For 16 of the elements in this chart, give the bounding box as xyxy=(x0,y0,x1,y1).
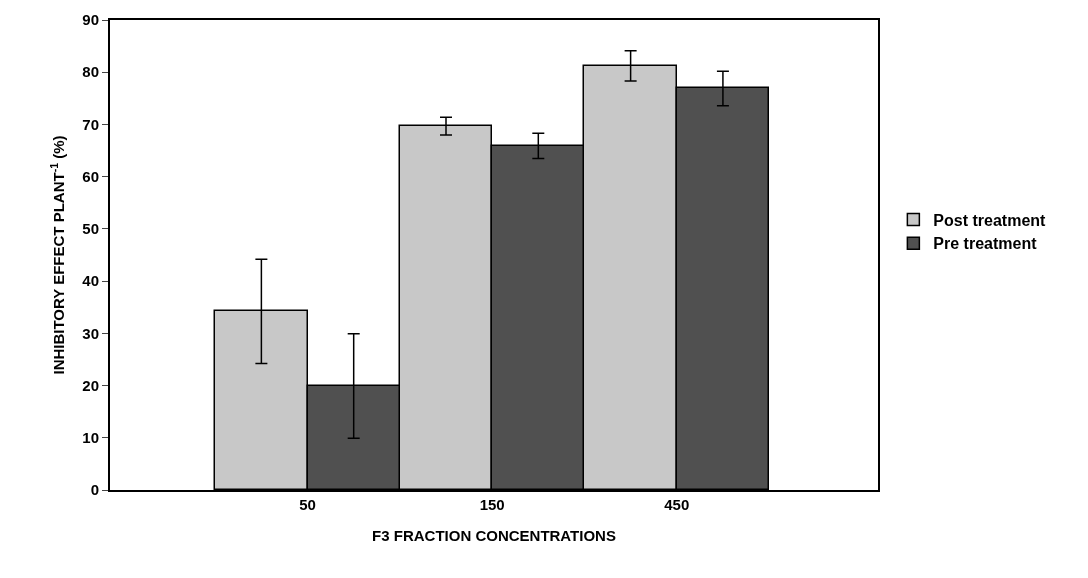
y-tick-label: 50 xyxy=(82,220,99,238)
legend-label: Post treatment xyxy=(933,211,1047,229)
y-tick-label: 90 xyxy=(82,11,99,29)
legend-label: Pre treatment xyxy=(933,235,1038,253)
x-tick-label: 450 xyxy=(664,496,690,513)
y-tick-label: 10 xyxy=(82,429,99,447)
y-tick-label: 30 xyxy=(82,324,99,342)
x-tick-label: 150 xyxy=(479,496,505,513)
y-tick-label: 40 xyxy=(82,272,99,290)
y-tick-label: 70 xyxy=(82,115,99,133)
y-tick-label: 80 xyxy=(82,63,99,81)
x-axis-title: F3 FRACTION CONCENTRATIONS xyxy=(372,526,616,544)
y-tick-label: 0 xyxy=(90,481,99,499)
x-tick-label: 50 xyxy=(299,496,316,513)
y-tick-label: 20 xyxy=(82,376,99,394)
y-tick-label: 60 xyxy=(82,167,99,185)
